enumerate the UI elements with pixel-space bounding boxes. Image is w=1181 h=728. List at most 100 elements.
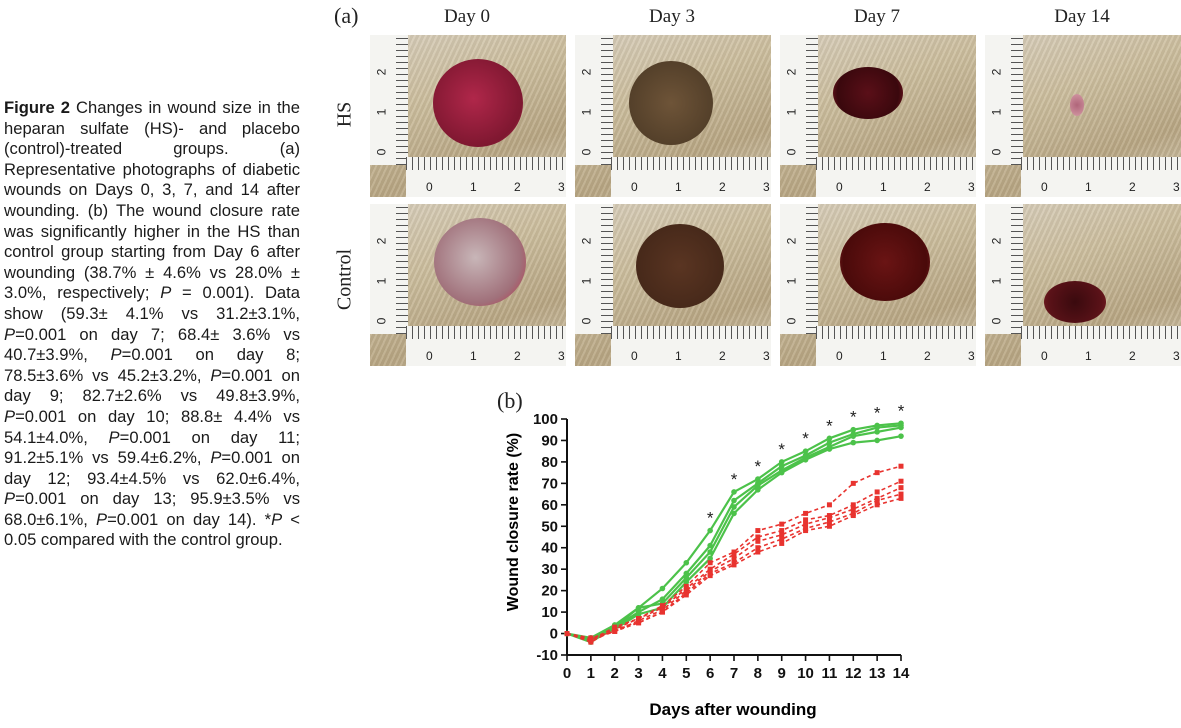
data-point-control bbox=[898, 463, 904, 469]
ruler-number: 1 bbox=[989, 108, 1004, 116]
significance-star: * bbox=[850, 408, 857, 427]
data-point-hs bbox=[850, 433, 857, 439]
horizontal-ruler bbox=[1021, 157, 1181, 197]
significance-star: * bbox=[778, 440, 785, 459]
ruler-number: 3 bbox=[763, 180, 770, 194]
data-point-hs bbox=[731, 489, 737, 495]
data-point-hs bbox=[778, 459, 785, 465]
data-point-hs bbox=[731, 497, 737, 504]
row-label-hs: HS bbox=[333, 101, 356, 128]
significance-markers: * * * * * * * * * bbox=[707, 401, 905, 527]
caption-text: =0.001 on day 8; 78.5±3.6% vs 45.2±3.2%, bbox=[4, 345, 300, 385]
data-point-hs bbox=[635, 605, 642, 611]
data-point-control bbox=[564, 631, 570, 637]
data-point-control bbox=[874, 498, 880, 504]
wound-area bbox=[629, 61, 713, 145]
day-header-0: Day 0 bbox=[444, 6, 490, 27]
data-point-control bbox=[731, 551, 737, 557]
significance-star: * bbox=[826, 416, 833, 435]
significance-star: * bbox=[874, 403, 881, 422]
horizontal-ruler bbox=[406, 326, 566, 366]
significance-star: * bbox=[898, 401, 905, 420]
ruler-number: 1 bbox=[675, 349, 682, 363]
ruler-number: 0 bbox=[631, 180, 638, 194]
series-line-hs-4 bbox=[566, 435, 902, 642]
ruler-number: 0 bbox=[579, 148, 594, 156]
horizontal-ruler bbox=[816, 157, 976, 197]
ruler-number: 2 bbox=[579, 237, 594, 245]
ruler-number: 1 bbox=[675, 180, 682, 194]
x-tick-label: 6 bbox=[706, 665, 714, 682]
x-tick-label: 4 bbox=[658, 665, 667, 682]
vertical-ruler bbox=[370, 204, 408, 334]
y-tick-label: 100 bbox=[533, 411, 558, 428]
figure-label: Figure 2 bbox=[4, 98, 70, 117]
data-point-hs bbox=[707, 549, 713, 555]
ruler-number: 1 bbox=[470, 180, 477, 194]
data-point-control bbox=[612, 628, 618, 634]
data-point-control bbox=[898, 495, 904, 501]
data-point-control bbox=[826, 523, 832, 529]
ruler-number: 0 bbox=[784, 148, 799, 156]
ruler-number: 2 bbox=[514, 180, 521, 194]
p-symbol: P bbox=[4, 489, 16, 509]
horizontal-ruler bbox=[611, 326, 771, 366]
ruler-number: 0 bbox=[374, 317, 389, 325]
panel-a-label: (a) bbox=[334, 3, 359, 28]
x-tick-label: 10 bbox=[797, 665, 814, 682]
ruler-number: 0 bbox=[989, 148, 1004, 156]
ruler-number: 2 bbox=[924, 349, 931, 363]
caption-text: =0.001 on day 13; 95.9±3.5% vs 68.0±6.1%… bbox=[4, 489, 300, 529]
vertical-ruler bbox=[370, 35, 408, 165]
horizontal-ruler bbox=[611, 157, 771, 197]
x-tick-label: 9 bbox=[778, 665, 786, 682]
ruler-number: 1 bbox=[989, 277, 1004, 285]
ruler-number: 3 bbox=[968, 180, 975, 194]
y-tick-label: 80 bbox=[541, 454, 558, 471]
caption-text: = 0.001). Data show (59.3± 4.1% vs 31.2±… bbox=[4, 283, 301, 323]
data-point-hs bbox=[874, 424, 880, 431]
y-tick-label: 30 bbox=[541, 561, 558, 578]
ruler-number: 2 bbox=[784, 237, 799, 245]
data-point-hs bbox=[802, 456, 809, 463]
p-symbol: P bbox=[108, 427, 120, 447]
ruler-number: 2 bbox=[374, 237, 389, 245]
data-point-hs bbox=[778, 463, 785, 469]
p-symbol: P bbox=[210, 365, 222, 385]
data-point-control bbox=[850, 480, 856, 486]
p-symbol: P bbox=[4, 324, 16, 344]
vertical-ruler bbox=[780, 204, 818, 334]
data-point-control bbox=[803, 510, 809, 516]
ruler-number: 1 bbox=[880, 349, 887, 363]
data-point-hs bbox=[802, 448, 809, 454]
vertical-ruler bbox=[985, 35, 1023, 165]
data-point-hs bbox=[731, 504, 737, 510]
p-symbol: P bbox=[4, 406, 16, 426]
caption-text: =0.001 on day 7; 68.4± 3.6% vs 40.7±3.9%… bbox=[4, 324, 300, 365]
data-point-hs bbox=[707, 542, 713, 549]
data-point-control bbox=[731, 555, 737, 561]
data-point-control bbox=[779, 528, 785, 534]
ruler-number: 1 bbox=[1085, 349, 1092, 363]
wound-area bbox=[840, 223, 930, 301]
data-point-hs bbox=[778, 469, 785, 476]
x-tick-label: 5 bbox=[682, 665, 690, 682]
day-header-7: Day 7 bbox=[854, 6, 900, 27]
series-line-control-5 bbox=[566, 497, 902, 641]
vertical-ruler bbox=[575, 204, 613, 334]
x-tick-label: 7 bbox=[730, 665, 738, 682]
data-point-control bbox=[874, 470, 880, 476]
wound-photo-control-day7: 0 1 2 3 2 1 0 bbox=[780, 204, 976, 366]
ruler-number: 1 bbox=[784, 108, 799, 116]
ruler-number: 2 bbox=[719, 349, 726, 363]
significance-star: * bbox=[755, 457, 762, 476]
x-tick-label: 14 bbox=[893, 665, 910, 682]
wound-photo-hs-day3: 0 1 2 3 2 1 0 bbox=[575, 35, 771, 197]
y-axis-label: Wound closure rate (%) bbox=[505, 433, 522, 611]
wound-photo-control-day3: 0 1 2 3 2 1 0 bbox=[575, 204, 771, 366]
ruler-number: 3 bbox=[1173, 349, 1180, 363]
data-point-hs bbox=[826, 446, 833, 452]
data-point-control bbox=[707, 560, 713, 566]
